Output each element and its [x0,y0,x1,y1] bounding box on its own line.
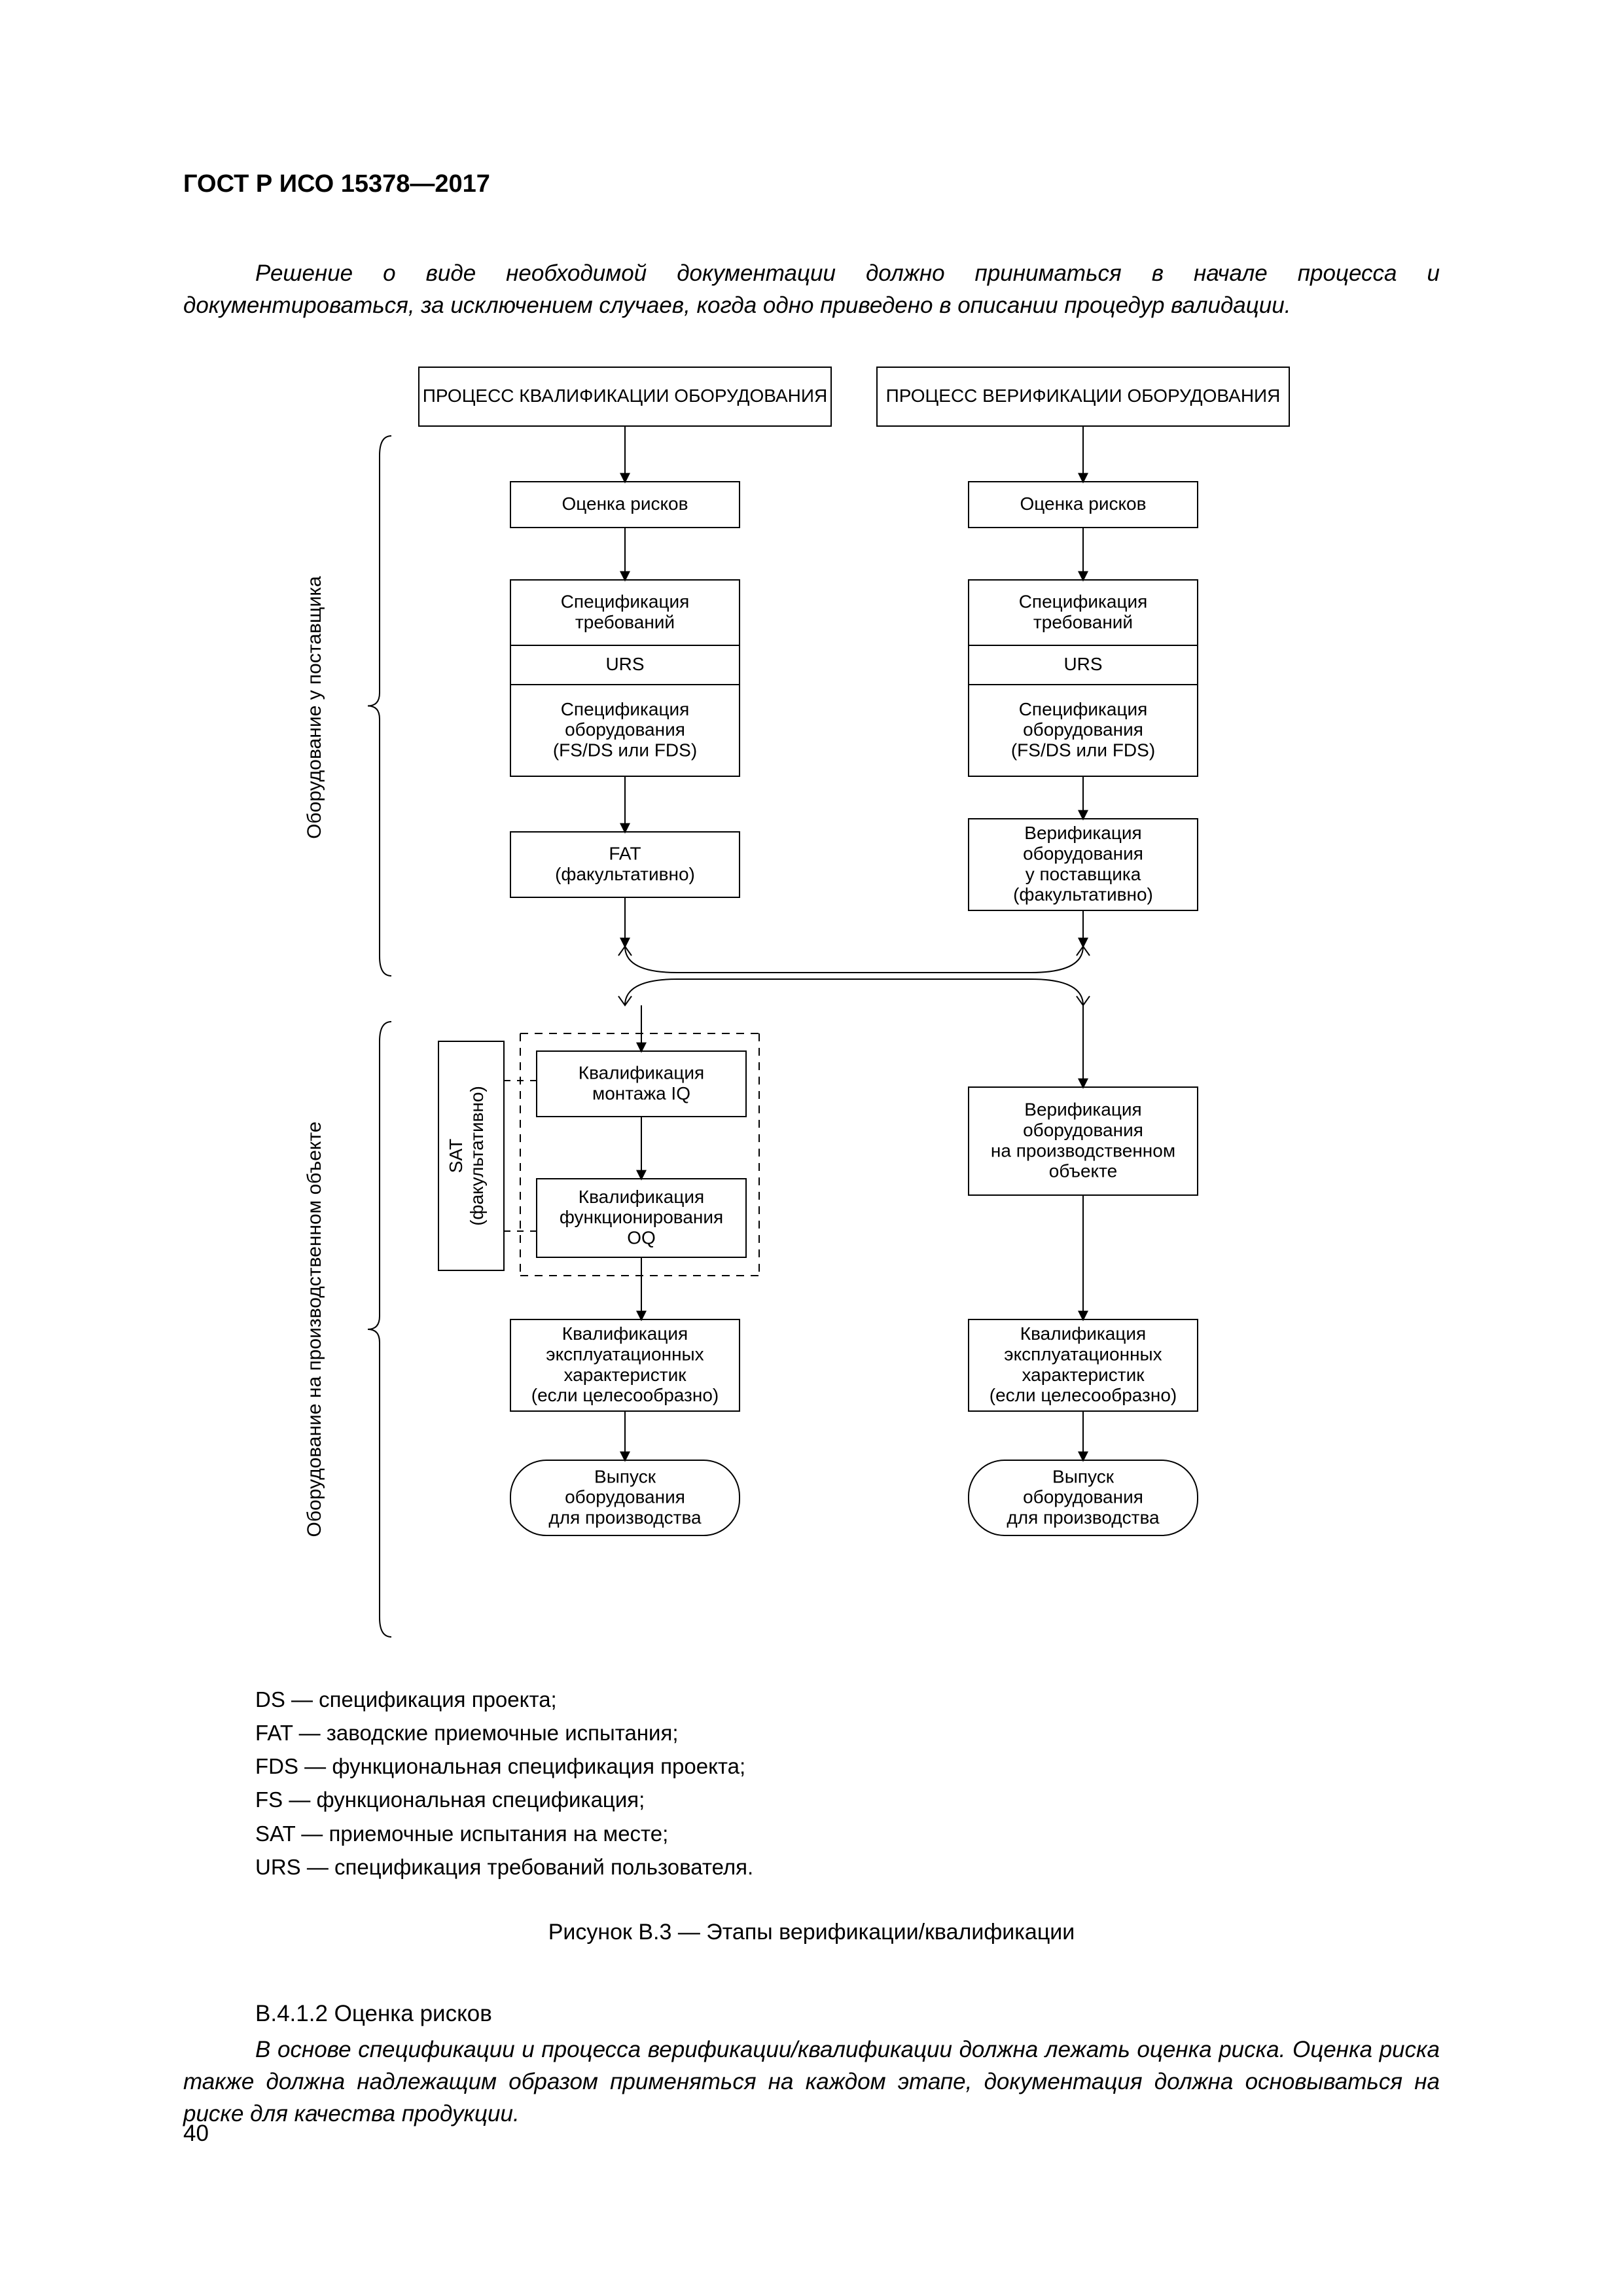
svg-text:(факультативно): (факультативно) [555,864,695,884]
svg-text:Верификация: Верификация [1024,1100,1141,1120]
legend-line: SAT — приемочные испытания на месте; [255,1817,1440,1850]
svg-text:для производства: для производства [1007,1507,1160,1528]
diagram: Оборудование у поставщика Оборудование на… [288,361,1361,1657]
svg-text:Квалификация: Квалификация [579,1062,704,1083]
legend: DS — спецификация проекта;FAT — заводски… [255,1683,1440,1884]
svg-text:Квалификация: Квалификация [579,1187,704,1207]
svg-text:OQ: OQ [627,1227,656,1247]
svg-text:URS: URS [1063,654,1102,674]
svg-text:(если целесообразно): (если целесообразно) [990,1385,1177,1405]
svg-text:ПРОЦЕСС ВЕРИФИКАЦИИ ОБОРУДОВАН: ПРОЦЕСС ВЕРИФИКАЦИИ ОБОРУДОВАНИЯ [886,386,1281,406]
section-title: B.4.1.2 Оценка рисков [255,2001,1440,2027]
svg-text:оборудования: оборудования [1023,719,1143,740]
svg-text:эксплуатационных: эксплуатационных [546,1344,704,1364]
svg-text:URS: URS [605,654,644,674]
svg-text:Оборудование на производственн: Оборудование на производственном объекте [304,1122,325,1537]
svg-text:Оценка рисков: Оценка рисков [562,493,688,514]
svg-text:оборудования: оборудования [565,719,685,740]
svg-text:характеристик: характеристик [564,1365,687,1385]
svg-text:оборудования: оборудования [565,1487,685,1507]
legend-line: FAT — заводские приемочные испытания; [255,1716,1440,1749]
svg-text:Квалификация: Квалификация [562,1323,688,1344]
svg-text:функционирования: функционирования [560,1207,723,1227]
svg-text:объекте: объекте [1049,1161,1117,1181]
svg-text:ПРОЦЕСС КВАЛИФИКАЦИИ ОБОРУДОВА: ПРОЦЕСС КВАЛИФИКАЦИИ ОБОРУДОВАНИЯ [423,386,828,406]
svg-text:(если целесообразно): (если целесообразно) [531,1385,719,1405]
legend-line: DS — спецификация проекта; [255,1683,1440,1716]
svg-text:(FS/DS или FDS): (FS/DS или FDS) [553,740,697,760]
intro-text: Решение о виде необходимой документации … [183,260,1440,318]
svg-text:эксплуатационных: эксплуатационных [1004,1344,1162,1364]
svg-text:характеристик: характеристик [1022,1365,1145,1385]
legend-line: URS — спецификация требований пользовате… [255,1850,1440,1884]
figure-caption: Рисунок B.3 — Этапы верификации/квалифик… [183,1920,1440,1945]
svg-text:Оборудование у поставщика: Оборудование у поставщика [304,576,325,839]
svg-text:Верификация: Верификация [1024,823,1141,843]
svg-text:Спецификация: Спецификация [1019,591,1148,611]
page-number: 40 [183,2121,209,2147]
legend-line: FDS — функциональная спецификация проект… [255,1749,1440,1783]
section-body-text: В основе спецификации и процесса верифик… [183,2037,1440,2126]
page-header: ГОСТ Р ИСО 15378—2017 [183,170,1440,198]
svg-text:Выпуск: Выпуск [1052,1466,1115,1486]
svg-text:Оценка рисков: Оценка рисков [1020,493,1147,514]
svg-text:Спецификация: Спецификация [1019,699,1148,719]
svg-text:(факультативно): (факультативно) [1013,884,1153,905]
svg-text:Квалификация: Квалификация [1020,1323,1146,1344]
flowchart-svg: Оборудование у поставщика Оборудование на… [288,361,1361,1657]
intro-paragraph: Решение о виде необходимой документации … [183,257,1440,321]
svg-text:требований: требований [575,612,675,632]
svg-text:оборудования: оборудования [1023,1120,1143,1140]
svg-text:Выпуск: Выпуск [594,1466,656,1486]
svg-text:Спецификация: Спецификация [561,699,690,719]
section-body: В основе спецификации и процесса верифик… [183,2034,1440,2130]
svg-text:оборудования: оборудования [1023,843,1143,863]
svg-text:Спецификация: Спецификация [561,591,690,611]
svg-text:FAT: FAT [609,843,641,863]
svg-text:(FS/DS или FDS): (FS/DS или FDS) [1011,740,1155,760]
svg-text:у поставщика: у поставщика [1026,864,1141,884]
svg-text:на производственном: на производственном [991,1140,1175,1160]
legend-line: FS — функциональная спецификация; [255,1783,1440,1816]
svg-text:для производства: для производства [548,1507,702,1528]
svg-text:(факультативно): (факультативно) [467,1086,487,1226]
svg-text:оборудования: оборудования [1023,1487,1143,1507]
svg-text:монтажа IQ: монтажа IQ [592,1083,690,1103]
svg-text:SAT: SAT [446,1139,466,1173]
svg-text:требований: требований [1033,612,1133,632]
